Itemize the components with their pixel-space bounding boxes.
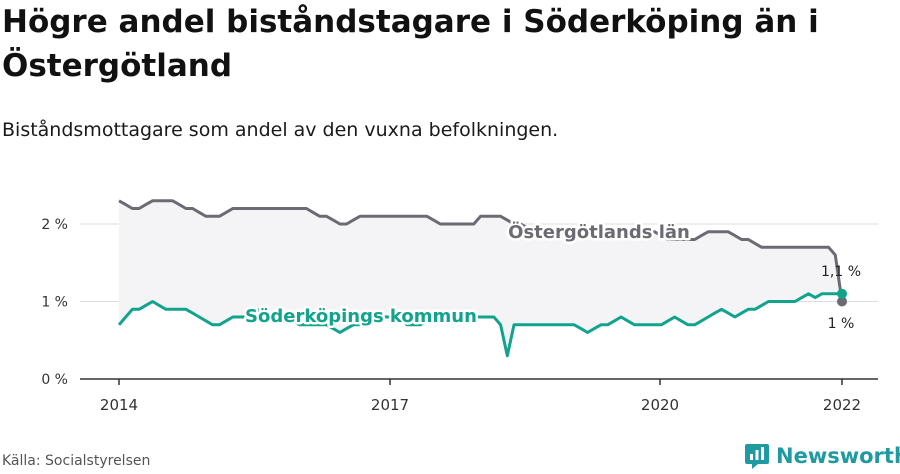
series-line-soderkoping: [117, 292, 842, 358]
end-marker-ostergotland: [837, 296, 847, 307]
end-label-ostergotland: 1 %: [828, 316, 855, 332]
brand-logo[interactable]: Newsworthy: [744, 441, 900, 471]
x-tick-label: 2020: [641, 396, 679, 414]
x-axis: 2014 2017 2020 2022: [80, 378, 878, 414]
brand-name: Newsworthy: [776, 444, 900, 468]
source-note: Källa: Socialstyrelsen: [2, 453, 151, 469]
newsworthy-logo-icon: [744, 442, 770, 470]
area-fill: [119, 200, 842, 356]
y-tick-label: 2 %: [41, 217, 68, 233]
end-markers: 1,1 % 1 %: [821, 264, 861, 332]
y-tick-label: 1 %: [41, 295, 68, 311]
series-lines: [117, 199, 844, 358]
y-tick-label: 0 %: [41, 372, 68, 388]
y-tick-labels: 0 % 1 % 2 %: [41, 217, 68, 388]
end-marker-soderkoping: [837, 288, 847, 299]
page-title: Högre andel biståndstagare i Söderköping…: [2, 4, 819, 84]
x-tick-label: 2017: [371, 396, 409, 414]
series-line-ostergotland: [118, 199, 844, 302]
series-label-soderkoping-halo: Söderköpings kommun: [245, 306, 477, 327]
x-tick-label: 2022: [823, 396, 861, 414]
end-label-soderkoping: 1,1 %: [821, 264, 861, 280]
x-tick-label: 2014: [100, 396, 138, 414]
page-subtitle: Biståndsmottagare som andel av den vuxna…: [2, 119, 559, 141]
series-label-soderkoping: Söderköpings kommun: [245, 306, 477, 327]
series-label-ostergotland-halo: Östergötlands län: [508, 221, 690, 243]
gap-area: [119, 200, 842, 356]
series-label-ostergotland: Östergötlands län: [508, 221, 690, 243]
